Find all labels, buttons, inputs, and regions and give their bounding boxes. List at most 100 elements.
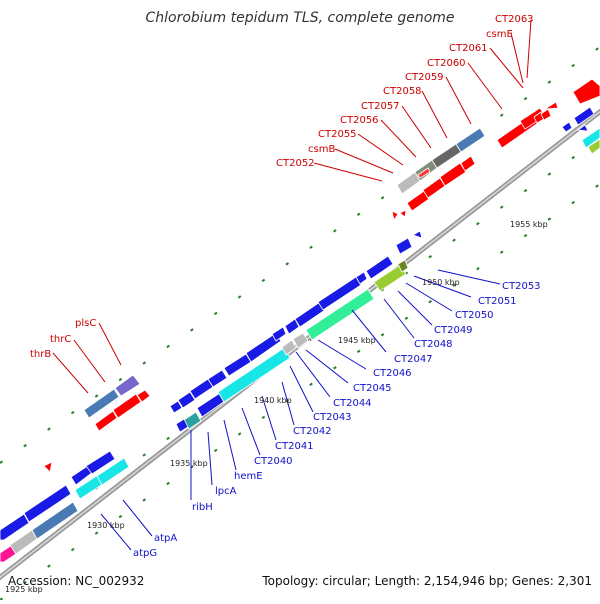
gene-CT2055 xyxy=(422,177,446,199)
gene-CT2048 xyxy=(373,264,407,292)
gene-purple xyxy=(114,374,141,397)
gene-label-lpcA: lpcA xyxy=(215,486,237,497)
gene-red-small-1 xyxy=(391,210,399,222)
gene-label-thrB: thrB xyxy=(30,349,51,360)
gene-csmE xyxy=(544,101,559,110)
gene-blue-r1 xyxy=(573,106,595,126)
kbp-label-1930: 1930 kbp xyxy=(87,521,125,530)
gene-label-CT2055: CT2055 xyxy=(318,129,357,140)
kbp-label-1940: 1940 kbp xyxy=(254,396,292,405)
gene-CT2057 xyxy=(460,155,476,172)
gene-label-plsC: plsC xyxy=(75,318,96,329)
label-connectors-blue xyxy=(100,269,501,551)
gene-CT2058 xyxy=(431,143,462,169)
gene-ribH xyxy=(169,400,183,414)
gene-green-r xyxy=(587,138,600,155)
gene-CT2052 xyxy=(406,190,430,212)
gene-blue-m8 xyxy=(294,301,326,328)
gene-CT2049 xyxy=(397,259,409,273)
gene-label-CT2056: CT2056 xyxy=(340,115,379,126)
gene-label-CT2050: CT2050 xyxy=(455,310,494,321)
kbp-label-1945: 1945 kbp xyxy=(338,336,376,345)
gene-blue-m12 xyxy=(395,237,413,255)
kbp-labels: 1925 kbp 1930 kbp 1935 kbp 1940 kbp 1945… xyxy=(5,220,548,594)
gene-blue-m3 xyxy=(207,369,228,388)
gene-label-CT2060: CT2060 xyxy=(427,58,466,69)
gene-thrC xyxy=(112,393,142,419)
gene-CT2059 xyxy=(455,127,486,153)
gene-cyan-r xyxy=(581,127,600,149)
gene-label-CT2053: CT2053 xyxy=(502,281,541,292)
gene-blue-m5 xyxy=(245,332,282,363)
label-connectors-red xyxy=(52,19,532,394)
gene-hemE xyxy=(217,347,291,403)
gene-steel-1 xyxy=(83,388,120,419)
gene-label-CT2059: CT2059 xyxy=(405,72,444,83)
gene-label-CT2061: CT2061 xyxy=(449,43,488,54)
gene-steel-left xyxy=(31,501,79,540)
gene-label-CT2040: CT2040 xyxy=(254,456,293,467)
gene-CT2044 xyxy=(305,288,375,341)
gene-label-CT2041: CT2041 xyxy=(275,441,314,452)
gene-CT2056 xyxy=(439,162,467,187)
map-title: Chlorobium tepidum TLS, complete genome xyxy=(145,10,455,26)
gene-label-hemE: hemE xyxy=(234,471,263,482)
gene-arrow-2 xyxy=(540,108,552,121)
gene-thrB xyxy=(94,410,118,432)
gene-label-thrC: thrC xyxy=(50,334,71,345)
gene-blue-left-1 xyxy=(0,513,30,541)
gene-label-CT2047: CT2047 xyxy=(394,354,433,365)
gene-label-CT2057: CT2057 xyxy=(361,101,400,112)
gene-blue-r3 xyxy=(576,124,589,132)
gene-label-CT2049: CT2049 xyxy=(434,325,473,336)
gene-label-CT2052: CT2052 xyxy=(276,158,315,169)
gene-label-atpA: atpA xyxy=(154,533,177,544)
gene-blue-r2 xyxy=(561,121,573,133)
genome-summary-text: Topology: circular; Length: 2,154,946 bp… xyxy=(262,574,592,588)
gene-label-CT2043: CT2043 xyxy=(313,412,352,423)
gene-blue-left-2 xyxy=(23,484,72,523)
gene-blue-m13 xyxy=(412,230,423,239)
gene-CT2063 xyxy=(572,78,600,105)
kbp-label-1950: 1950 kbp xyxy=(422,278,460,287)
gene-blue-m10 xyxy=(355,271,368,285)
gene-CT2043 xyxy=(292,332,309,349)
gene-atpA xyxy=(96,457,130,486)
gene-labels-bottom: atpG atpA ribH lpcA hemE CT2040 CT2041 C… xyxy=(133,281,541,559)
gene-pink xyxy=(0,544,17,563)
gene-label-CT2045: CT2045 xyxy=(353,383,392,394)
gene-label-CT2058: CT2058 xyxy=(383,86,422,97)
gene-CT2042 xyxy=(281,339,297,356)
gene-arrow-red xyxy=(136,389,151,403)
upper-strand-genes xyxy=(43,78,600,486)
gene-label-atpG: atpG xyxy=(133,548,157,559)
accession-text: Accession: NC_002932 xyxy=(8,574,145,588)
lower-strand-genes xyxy=(0,106,600,563)
kbp-label-1935: 1935 kbp xyxy=(170,459,208,468)
gene-red-small-2 xyxy=(399,209,407,218)
gene-red-marker xyxy=(43,461,53,473)
gene-label-ribH: ribH xyxy=(192,502,213,513)
gene-blue-m1 xyxy=(177,391,196,409)
gene-label-CT2051: CT2051 xyxy=(478,296,517,307)
tick-track-inner xyxy=(0,183,600,601)
gene-label-CT2042: CT2042 xyxy=(293,426,332,437)
gene-label-CT2046: CT2046 xyxy=(373,368,412,379)
gene-blue-m7 xyxy=(284,318,300,335)
kbp-label-1955: 1955 kbp xyxy=(510,220,548,229)
gene-label-CT2048: CT2048 xyxy=(414,339,453,350)
kbp-label-1925: 1925 kbp xyxy=(5,585,43,594)
gene-label-csmE: csmE xyxy=(486,29,513,40)
gene-blue-m6 xyxy=(271,326,287,342)
gene-red-b xyxy=(417,167,431,179)
gene-labels-top: thrB thrC plsC CT2052 csmB CT2055 CT2056… xyxy=(30,14,534,360)
gene-blue-upper-b xyxy=(85,450,116,475)
gene-label-CT2063: CT2063 xyxy=(495,14,534,25)
gene-label-csmB: csmB xyxy=(308,144,335,155)
gene-label-CT2044: CT2044 xyxy=(333,398,372,409)
gene-blue-l1 xyxy=(175,418,189,433)
gene-blue-m9 xyxy=(317,276,362,311)
gene-blue-m11 xyxy=(365,255,394,280)
